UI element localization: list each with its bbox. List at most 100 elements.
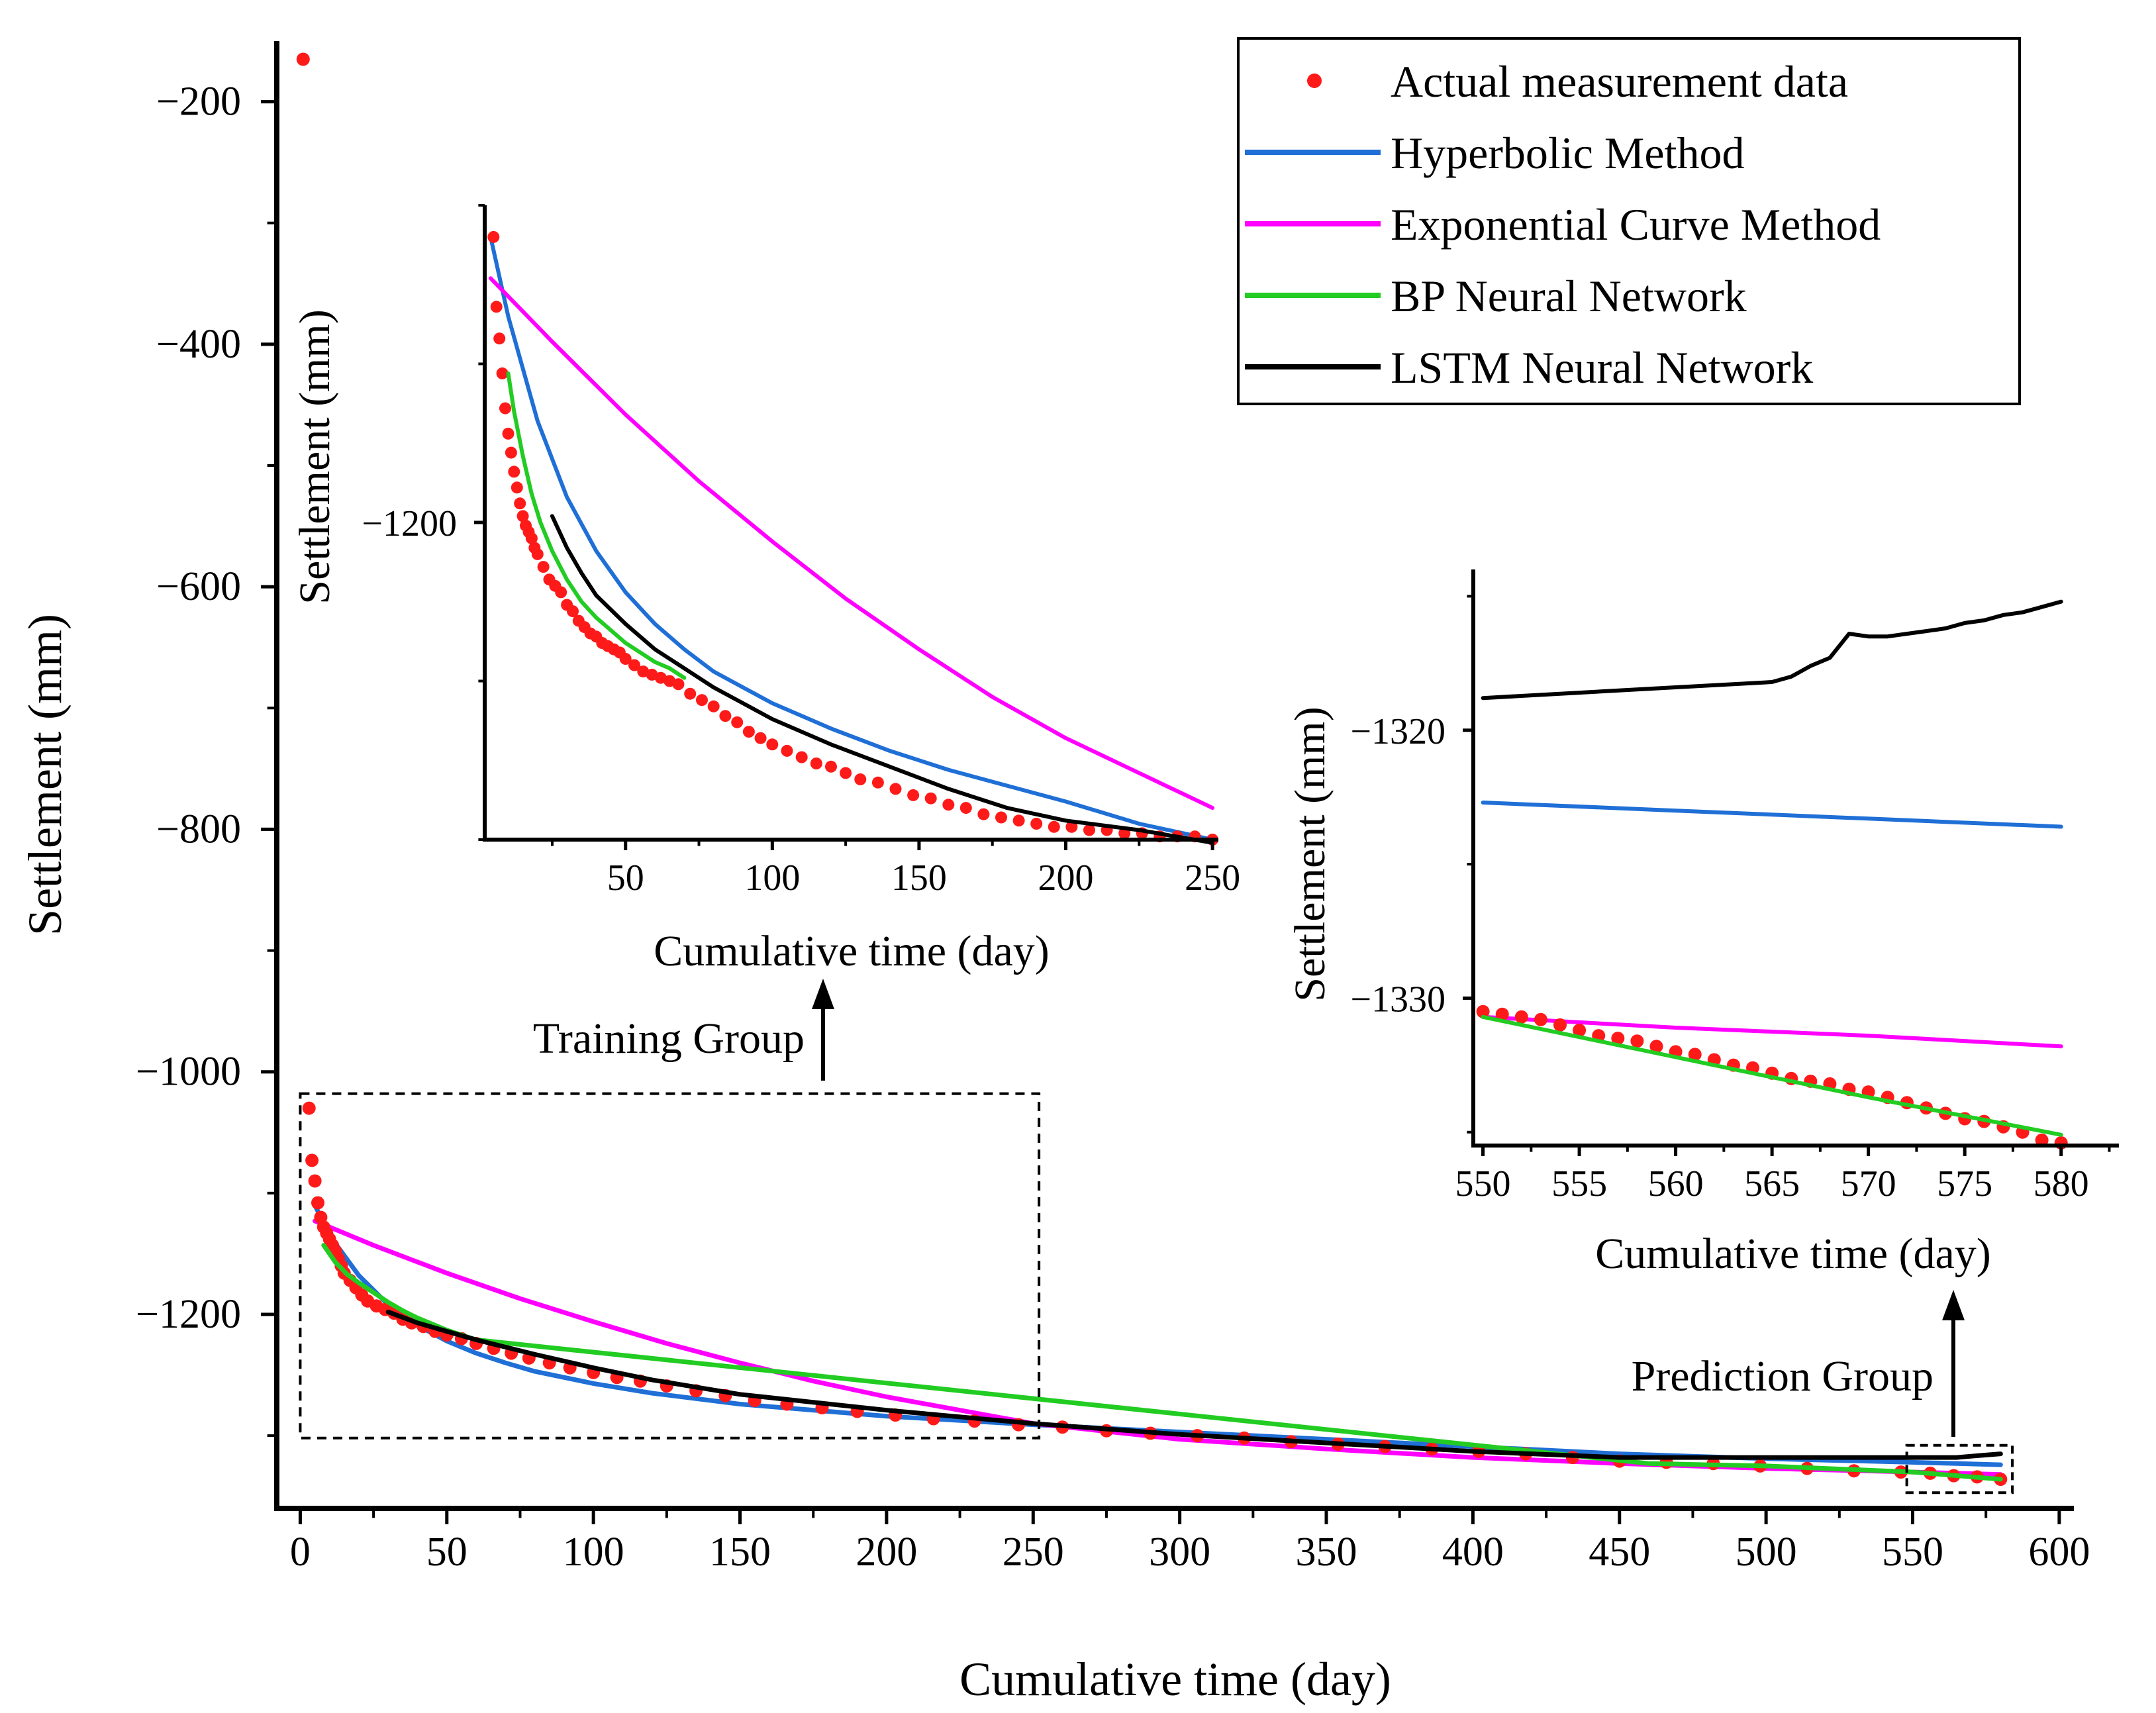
inset-2-data-point [1611,1032,1625,1046]
inset-2-data-point [1630,1034,1644,1048]
main-series-line-lstm-neural-network [385,1309,2003,1460]
inset-1-data-point [511,481,523,494]
legend-label: Actual measurement data [1391,56,1848,107]
main-x-tick-label: 500 [1736,1530,1797,1575]
inset-1-series-line-hyperbolic-method [488,234,1215,842]
inset-2-data-point [1649,1040,1663,1053]
inset-1-series-line-exponential-curve-method [488,276,1215,810]
inset-1-data-point [854,773,867,785]
inset-1-data-point [742,726,755,738]
main-x-tick-label: 400 [1442,1530,1504,1575]
inset-2-data-point [1514,1010,1528,1024]
inset-1-x-tick-label: 200 [1038,857,1094,899]
main-x-tick-label: 150 [709,1530,771,1575]
inset-2-x-tick-label: 550 [1455,1163,1511,1204]
inset-2-x-axis-title: Cumulative time (day) [1595,1230,1991,1278]
prediction-arrow-head [1942,1290,1965,1320]
main-x-tick-label: 250 [1003,1530,1064,1575]
inset-1-data-point [505,446,517,459]
inset-1-data-point [672,678,685,691]
inset-2-x-tick-label: 560 [1648,1163,1704,1204]
inset-1-data-point [871,776,884,789]
inset-1-data-point [754,732,767,744]
inset-1-series-line-bp-neural-network [506,371,687,680]
legend: Actual measurement data Hyperbolic Method… [1237,37,2021,405]
inset-2-series-line-hyperbolic-method [1481,801,2063,829]
inset-2-y-axis-title: Settlement (mm) [1286,707,1334,1001]
inset-2-y-tick-label: −1330 [1350,979,1446,1020]
main-x-tick-label: 600 [2028,1530,2090,1575]
main-x-tick-label: 350 [1296,1530,1357,1575]
main-data-point [296,52,310,66]
inset-1-data-point [555,586,567,599]
inset-1-data-point [1083,824,1095,836]
inset-2-data-point [1553,1018,1567,1032]
training-inset-plot: 50 100 150 200 250 −1200 Cumulative time (day)… [291,204,1240,975]
main-y-tick-label: −1200 [136,1292,241,1337]
inset-1-data-point [493,332,506,345]
inset-1-data-point [731,716,744,728]
inset-1-data-point [942,799,955,811]
main-data-point [308,1174,322,1188]
main-x-tick-label: 550 [1882,1530,1943,1575]
inset-1-data-point [496,367,509,379]
inset-1-data-point [499,402,511,415]
inset-1-series-line-lstm-neural-network [550,514,1215,845]
inset-1-data-point [840,767,852,779]
inset-1-x-tick-label: 50 [607,857,644,899]
inset-2-y-tick-label: −1320 [1350,711,1446,752]
inset-1-data-point [531,548,544,560]
main-x-tick-label: 100 [563,1530,624,1575]
legend-marker-dot [1307,73,1322,88]
inset-1-data-point [684,687,697,700]
main-data-point [305,1153,319,1167]
inset-1-data-point [696,694,708,707]
inset-2-x-tick-label: 555 [1551,1163,1607,1204]
main-x-tick-label: 300 [1149,1530,1210,1575]
legend-label: Exponential Curve Method [1391,199,1881,250]
inset-1-data-point [567,605,579,618]
inset-1-data-point [537,561,550,573]
main-x-tick-label: 200 [856,1530,917,1575]
inset-1-data-point [514,497,526,510]
prediction-inset-plot: 550 555 560 565 570 575 580 −1320 −1330 Cumulativ… [1286,569,2119,1278]
inset-1-data-point [959,802,972,814]
inset-2-series-line-lstm-neural-network [1481,599,2063,701]
inset-1-data-point [508,465,520,478]
inset-1-x-tick-label: 100 [744,857,800,899]
main-y-tick-label: −1000 [136,1050,241,1095]
training-arrow-head [812,979,834,1009]
main-y-tick-label: −600 [156,564,241,609]
training-region-box [299,1092,1041,1440]
inset-1-y-tick-label: −1200 [362,503,457,544]
inset-1-data-point [907,789,920,801]
prediction-group-label: Prediction Group [1632,1352,1934,1400]
inset-2-data-point [1534,1012,1547,1026]
inset-1-data-point [516,510,529,522]
prediction-region-box [1905,1444,2014,1494]
main-y-tick-label: −200 [156,79,241,124]
annotations: Training Group Prediction Group [299,979,2014,1494]
inset-1-data-point [889,783,902,795]
inset-1-data-point [1065,820,1078,833]
inset-1-data-point [924,792,937,805]
inset-1-data-point [781,744,793,757]
main-x-tick-label: 450 [1589,1530,1650,1575]
inset-2-x-tick-label: 575 [1937,1163,1992,1204]
inset-2-series-line-exponential-curve-method [1481,1014,2063,1049]
inset-1-data-point [719,710,732,722]
inset-1-data-point [825,760,837,773]
inset-1-data-point [1030,818,1043,830]
main-x-axis-title: Cumulative time (day) [959,1653,1391,1706]
main-data-point [302,1101,316,1115]
inset-2-data-point [1476,1004,1490,1018]
main-y-tick-label: −400 [156,322,241,367]
legend-label: Hyperbolic Method [1391,128,1744,178]
legend-label: LSTM Neural Network [1391,342,1813,393]
inset-2-data-point [1495,1007,1509,1021]
training-group-label: Training Group [533,1014,805,1063]
inset-1-data-point [487,230,500,243]
inset-1-data-point [995,811,1007,824]
inset-1-data-point [1048,820,1060,833]
